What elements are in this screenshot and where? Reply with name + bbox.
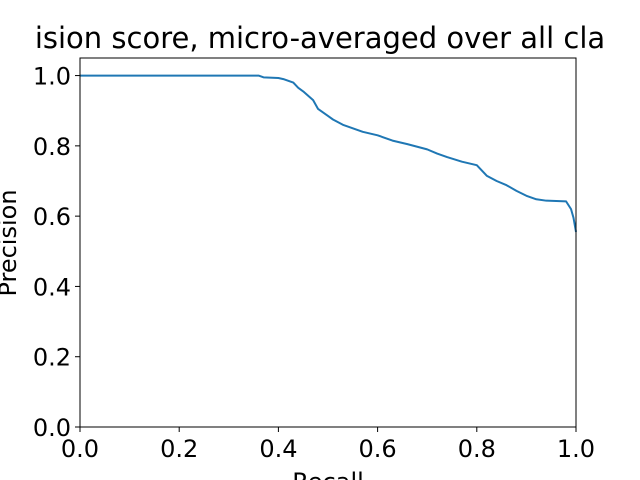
- x-axis: 0.0 0.2 0.4 0.6 0.8 1.0: [61, 427, 595, 463]
- y-tick-label: 0.4: [33, 273, 71, 301]
- y-tick-label: 0.8: [33, 133, 71, 161]
- y-tick-label: 0.0: [33, 414, 71, 442]
- precision-recall-curve: [80, 74, 577, 233]
- x-tick-label: 1.0: [557, 435, 595, 463]
- x-tick-label: 0.8: [458, 435, 496, 463]
- x-tick-label: 0.6: [359, 435, 397, 463]
- y-axis-label: Precision: [0, 189, 22, 296]
- y-tick-label: 0.6: [33, 203, 71, 231]
- y-tick-label: 0.2: [33, 344, 71, 372]
- y-axis: 0.0 0.2 0.4 0.6 0.8 1.0: [33, 63, 80, 442]
- x-axis-label: Recall: [292, 468, 364, 480]
- y-tick-label: 1.0: [33, 63, 71, 91]
- x-tick-label: 0.2: [160, 435, 198, 463]
- x-tick-label: 0.0: [61, 435, 99, 463]
- x-tick-label: 0.4: [259, 435, 297, 463]
- plot-area: [80, 74, 577, 233]
- chart-title: ision score, micro-averaged over all cla: [35, 21, 605, 55]
- plot-frame: [79, 57, 577, 428]
